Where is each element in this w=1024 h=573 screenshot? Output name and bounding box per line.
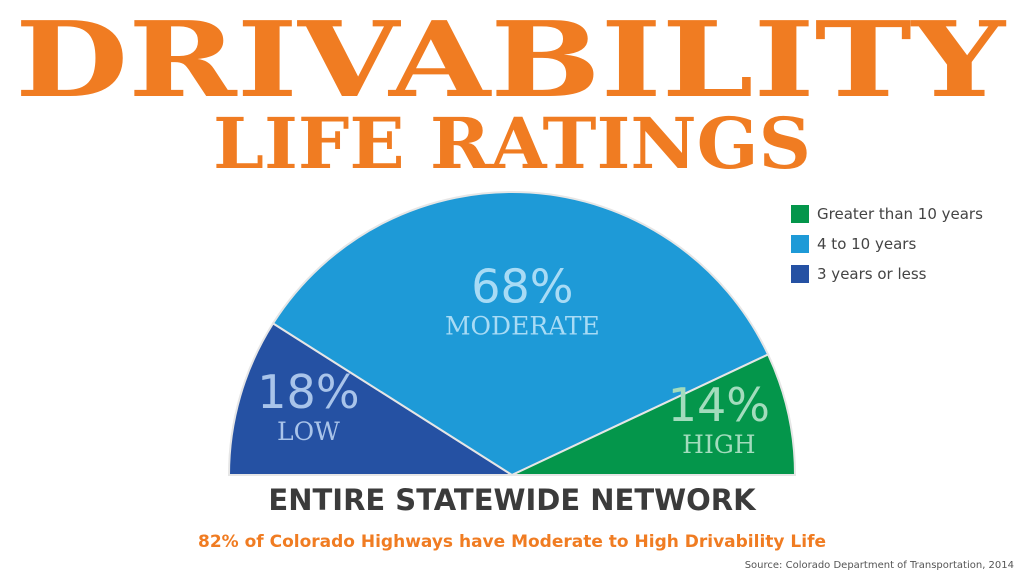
legend-swatch [791, 205, 809, 223]
category-label: LOW [277, 417, 340, 446]
legend-swatch [791, 235, 809, 253]
slice [511, 353, 797, 476]
chart-subtitle: LIFE RATINGS [213, 102, 811, 185]
value-label: 18% [257, 365, 359, 419]
x-axis-label: ENTIRE STATEWIDE NETWORK [268, 483, 757, 517]
value-label: 68% [471, 259, 573, 313]
category-label: HIGH [682, 430, 755, 459]
legend-swatch [791, 265, 809, 283]
chart-title: DRIVABILITY [15, 0, 1007, 121]
legend-label: 4 to 10 years [817, 235, 916, 253]
annotation: 82% of Colorado Highways have Moderate t… [198, 532, 826, 552]
source: Source: Colorado Department of Transport… [745, 560, 1014, 571]
value-label: 14% [668, 378, 770, 432]
slice [227, 321, 516, 476]
legend-label: 3 years or less [817, 265, 927, 283]
legend-label: Greater than 10 years [817, 205, 983, 223]
slice [271, 191, 770, 477]
category-label: MODERATE [445, 311, 600, 340]
